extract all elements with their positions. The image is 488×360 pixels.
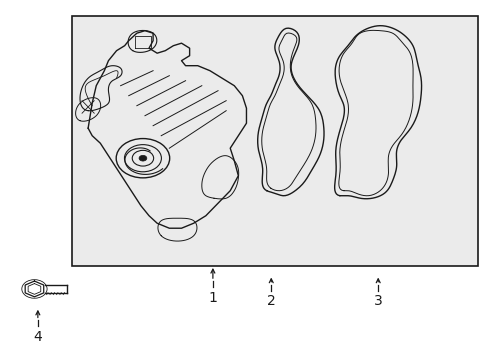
Text: 1: 1 [208,291,217,305]
Text: 4: 4 [33,330,42,344]
Circle shape [139,156,146,161]
Text: 3: 3 [373,294,382,308]
Text: 2: 2 [266,294,275,308]
Bar [72,16,477,266]
